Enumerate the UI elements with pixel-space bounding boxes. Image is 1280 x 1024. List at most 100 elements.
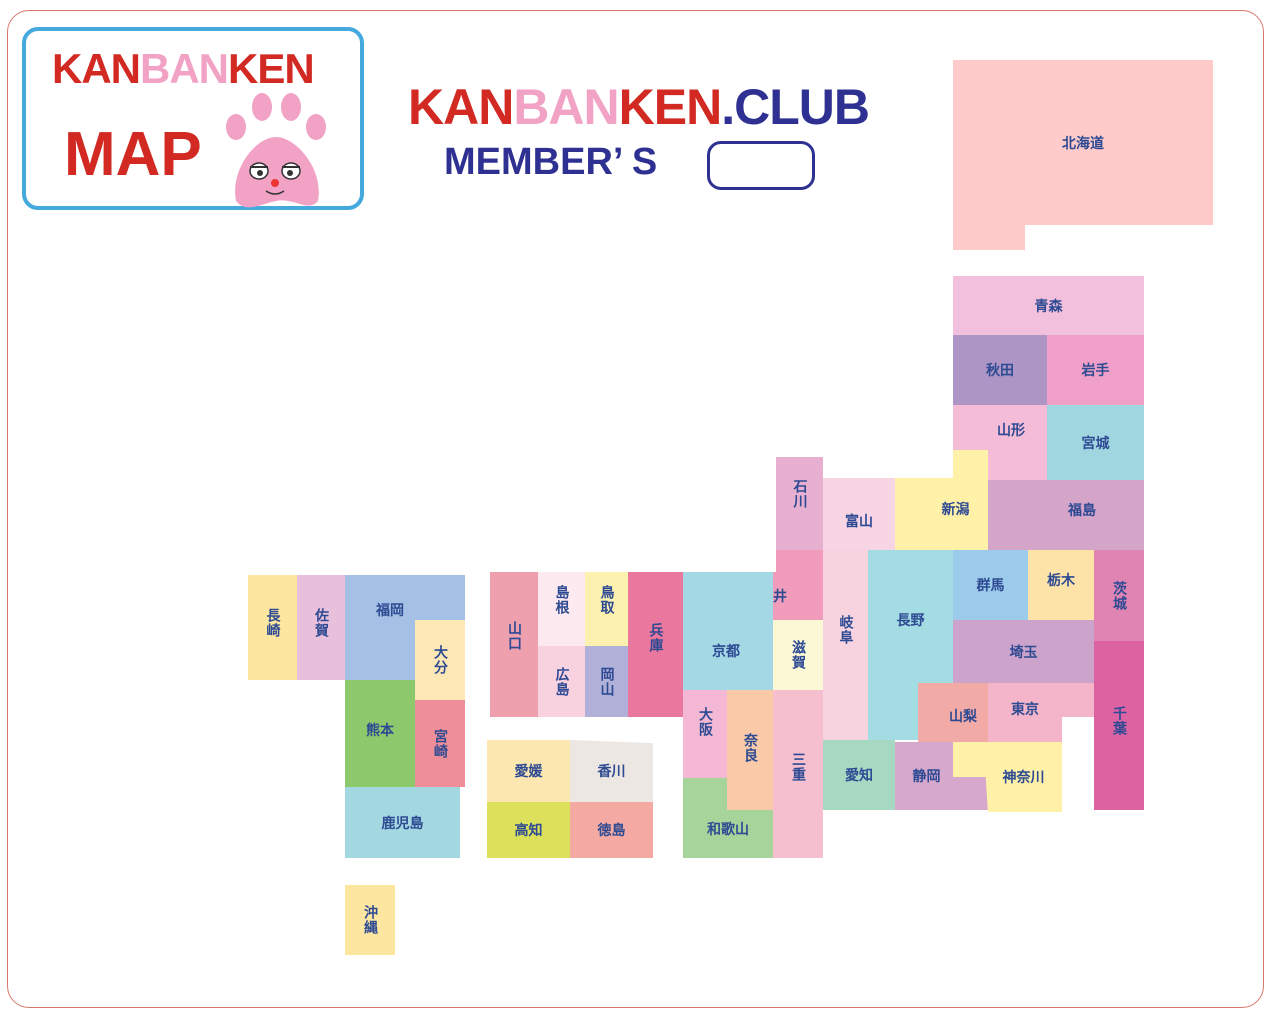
prefecture-gifu[interactable]: 岐阜 xyxy=(823,550,868,740)
prefecture-label: 青森 xyxy=(1034,298,1063,315)
prefecture-label: 静岡 xyxy=(912,769,941,785)
brand-kan: KAN xyxy=(408,79,514,135)
prefecture-label: 京都 xyxy=(712,644,740,660)
prefecture-miyagi[interactable]: 宮城 xyxy=(1047,405,1144,480)
prefecture-label: 大分 xyxy=(432,645,448,675)
prefecture-label: 宮崎 xyxy=(432,728,448,759)
prefecture-label: 岡山 xyxy=(598,666,615,697)
prefecture-label: 宮城 xyxy=(1081,435,1110,452)
prefecture-label: 山梨 xyxy=(949,708,977,725)
logo-title-kan: KAN xyxy=(52,45,141,92)
brand-domain: .CLUB xyxy=(721,79,870,135)
prefecture-tottori[interactable]: 鳥取 xyxy=(585,572,628,646)
member-label: MEMBER’ S xyxy=(444,141,658,183)
prefecture-akita[interactable]: 秋田 xyxy=(953,335,1047,405)
prefecture-kochi[interactable]: 高知 xyxy=(487,802,570,858)
prefecture-tokushima[interactable]: 徳島 xyxy=(570,802,653,858)
prefecture-fukushima[interactable]: 福島 xyxy=(988,480,1144,550)
prefecture-label: 千葉 xyxy=(1111,705,1127,736)
logo-title-ken: KEN xyxy=(228,45,315,92)
paw-face-mascot-icon xyxy=(226,93,326,208)
prefecture-label: 福島 xyxy=(1068,503,1096,519)
prefecture-label: 群馬 xyxy=(976,578,1005,594)
logo-box: KANBANKEN MAP xyxy=(22,27,364,210)
prefecture-label: 広島 xyxy=(553,666,570,697)
prefecture-label: 北海道 xyxy=(1062,135,1104,152)
prefecture-label: 岐阜 xyxy=(837,615,854,645)
prefecture-nara-lower[interactable] xyxy=(727,778,773,810)
prefecture-hiroshima[interactable]: 広島 xyxy=(538,646,585,717)
prefecture-aichi[interactable]: 愛知 xyxy=(823,740,895,810)
prefecture-label: 埼玉 xyxy=(1009,644,1038,661)
prefecture-label: 富山 xyxy=(845,514,873,530)
prefecture-label: 沖縄 xyxy=(362,905,378,935)
prefecture-mie[interactable]: 三重 xyxy=(773,690,823,858)
prefecture-label: 長野 xyxy=(896,613,925,629)
prefecture-yamaguchi[interactable]: 山口 xyxy=(490,572,538,717)
prefecture-gunma[interactable]: 群馬 xyxy=(953,550,1028,620)
prefecture-label: 福岡 xyxy=(376,603,404,619)
member-name-field[interactable] xyxy=(707,141,815,190)
logo-subtitle: MAP xyxy=(64,120,202,189)
prefecture-label: 石川 xyxy=(791,478,808,509)
prefecture-label: 長崎 xyxy=(264,607,281,638)
prefecture-saitama[interactable]: 埼玉 xyxy=(953,620,1094,683)
prefecture-label: 愛媛 xyxy=(514,764,543,780)
prefecture-label: 茨城 xyxy=(1111,580,1127,611)
prefecture-label: 鳥取 xyxy=(598,585,615,615)
prefecture-okayama[interactable]: 岡山 xyxy=(585,646,628,717)
prefecture-kyoto[interactable]: 京都 xyxy=(683,572,773,690)
prefecture-label: 島根 xyxy=(553,585,570,615)
prefecture-ehime[interactable]: 愛媛 xyxy=(487,740,570,802)
prefecture-oita[interactable]: 大分 xyxy=(415,620,465,700)
prefecture-toyama[interactable]: 富山 xyxy=(823,478,895,550)
prefecture-label: 三重 xyxy=(790,751,806,782)
brand-title: KANBANKEN.CLUB xyxy=(408,78,870,136)
prefecture-ishikawa[interactable]: 石川 xyxy=(776,457,823,550)
prefecture-label: 滋賀 xyxy=(790,640,806,670)
logo-title-ban: BAN xyxy=(140,45,229,92)
brand-ken: KEN xyxy=(618,79,723,135)
prefecture-label: 香川 xyxy=(597,764,626,780)
brand-ban: BAN xyxy=(513,79,619,135)
prefecture-tochigi[interactable]: 栃木 xyxy=(1028,550,1094,620)
prefecture-osaka[interactable]: 大阪 xyxy=(683,690,727,778)
prefecture-niigata[interactable]: 新潟 xyxy=(895,478,988,550)
prefecture-kagawa[interactable]: 香川 xyxy=(570,740,653,802)
prefecture-shiga[interactable]: 滋賀 xyxy=(773,620,823,690)
prefecture-label: 秋田 xyxy=(986,363,1014,379)
prefecture-tokyo[interactable]: 東京 xyxy=(988,683,1062,742)
prefecture-label: 徳島 xyxy=(597,823,626,839)
page-frame xyxy=(7,10,1264,1008)
prefecture-shimane[interactable]: 島根 xyxy=(538,572,585,646)
prefecture-hokkaido[interactable]: 北海道 xyxy=(953,60,1213,225)
prefecture-kagoshima[interactable]: 鹿児島 xyxy=(345,787,460,858)
prefecture-ibaraki[interactable]: 茨城 xyxy=(1094,550,1144,641)
prefecture-chiba[interactable]: 千葉 xyxy=(1094,641,1144,810)
prefecture-label: 高知 xyxy=(514,823,543,839)
prefecture-label: 和歌山 xyxy=(707,822,749,838)
prefecture-label: 新潟 xyxy=(941,502,970,518)
prefecture-miyazaki[interactable]: 宮崎 xyxy=(415,700,465,787)
prefecture-kumamoto[interactable]: 熊本 xyxy=(345,680,415,787)
prefecture-iwate[interactable]: 岩手 xyxy=(1047,335,1144,405)
prefecture-fukui-upper[interactable] xyxy=(776,550,823,572)
prefecture-tokyo-east[interactable] xyxy=(1062,683,1094,717)
prefecture-saga[interactable]: 佐賀 xyxy=(297,575,345,680)
prefecture-label: 山形 xyxy=(997,423,1025,439)
prefecture-label: 奈良 xyxy=(742,732,758,763)
prefecture-label: 兵庫 xyxy=(647,622,664,653)
prefecture-okinawa[interactable]: 沖縄 xyxy=(345,885,395,955)
prefecture-label: 栃木 xyxy=(1047,573,1075,589)
prefecture-label: 愛知 xyxy=(845,768,873,784)
prefecture-label: 熊本 xyxy=(366,722,394,739)
logo-title: KANBANKEN xyxy=(52,45,315,93)
prefecture-yamanashi[interactable]: 山梨 xyxy=(918,683,988,742)
prefecture-label: 東京 xyxy=(1011,701,1039,718)
prefecture-nagasaki[interactable]: 長崎 xyxy=(248,575,297,680)
prefecture-niigata-upper[interactable] xyxy=(953,450,988,480)
prefecture-label: 鹿児島 xyxy=(381,815,424,832)
prefecture-aomori[interactable]: 青森 xyxy=(953,276,1144,335)
prefecture-label: 佐賀 xyxy=(313,607,329,638)
prefecture-hyogo[interactable]: 兵庫 xyxy=(628,572,683,717)
